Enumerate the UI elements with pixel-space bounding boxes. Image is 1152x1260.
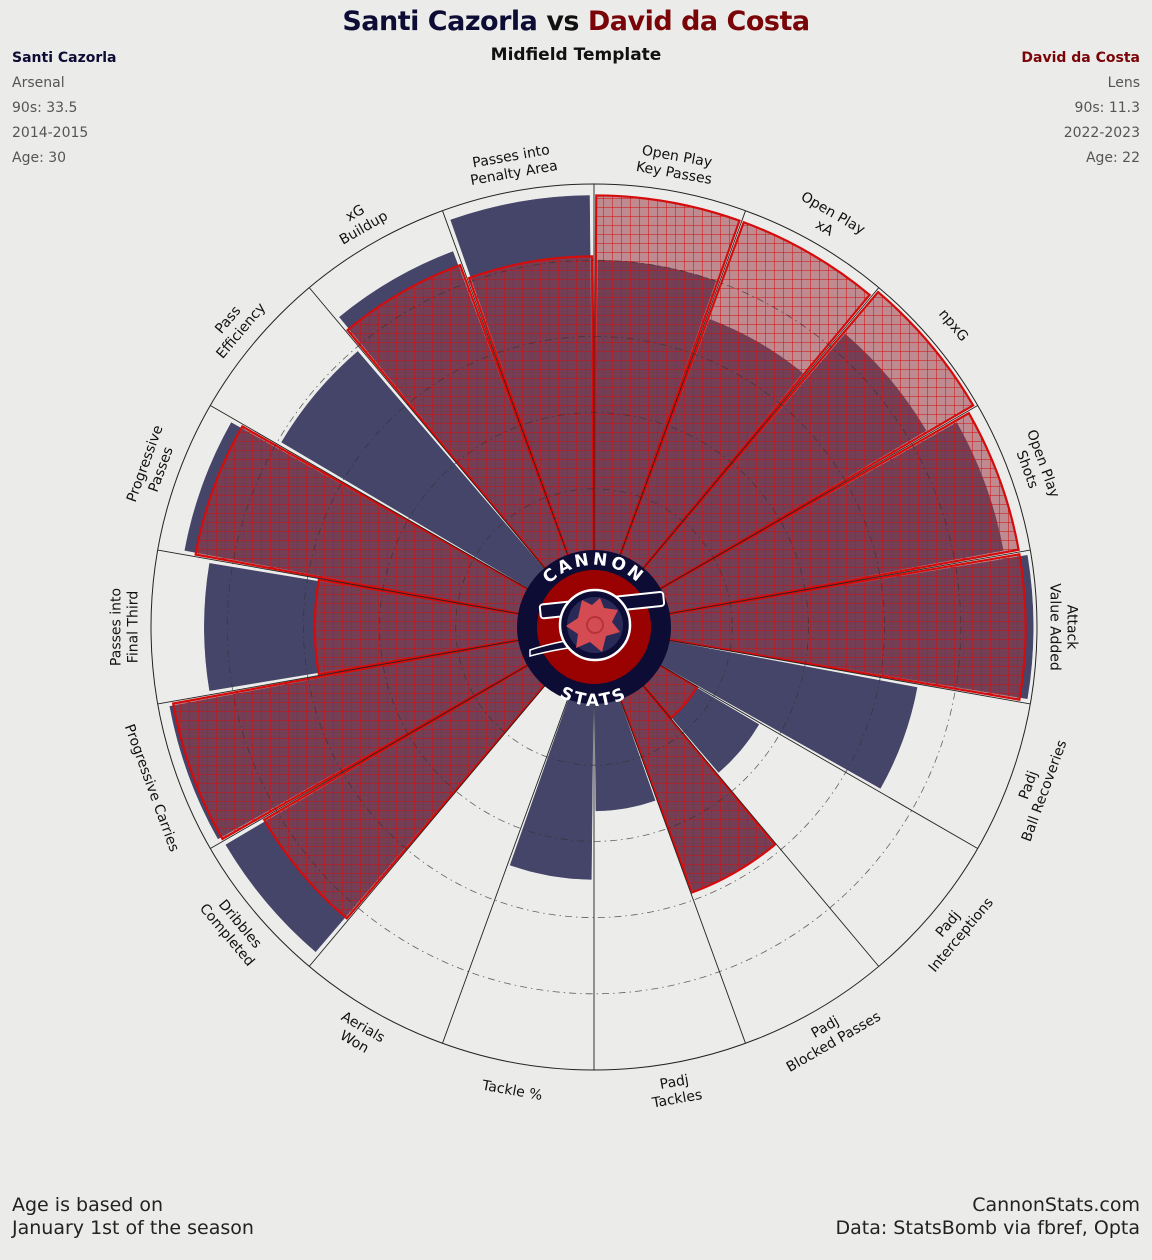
category-label-line: Value Added: [1047, 583, 1063, 671]
title-vs: vs: [546, 6, 579, 37]
spoke-line: [210, 405, 541, 597]
category-label-line: npxG: [935, 306, 971, 345]
spoke-line: [633, 674, 880, 967]
player1-name: Santi Cazorla: [12, 50, 117, 66]
spoke-line: [654, 637, 1031, 705]
footer-note-line1: Age is based on: [12, 1194, 164, 1216]
category-label: npxG: [935, 306, 971, 345]
footer-site: CannonStats.com: [972, 1194, 1140, 1216]
spoke-line: [654, 549, 1031, 617]
spoke-line: [633, 287, 880, 580]
player2-name: David da Costa: [1021, 50, 1140, 66]
footer-note: Age is based on January 1st of the seaso…: [12, 1194, 254, 1240]
category-label-line: Tackle %: [480, 1078, 544, 1105]
category-label-line: Attack: [1064, 605, 1080, 651]
category-label: AttackValue Added: [1047, 583, 1080, 671]
title-player2: David da Costa: [587, 6, 810, 37]
category-label-line: Final Third: [126, 591, 142, 663]
footer-source: Data: StatsBomb via fbref, Opta: [835, 1217, 1141, 1239]
category-label-line: Tackles: [650, 1087, 703, 1112]
category-label: Tackle %: [480, 1078, 544, 1105]
category-label: PadjTackles: [647, 1070, 703, 1111]
spoke-line: [647, 657, 978, 849]
footer-credits: CannonStats.com Data: StatsBomb via fbre…: [836, 1194, 1141, 1240]
spoke-line: [442, 210, 574, 569]
spoke-line: [308, 674, 555, 967]
footer-note-line2: January 1st of the season: [12, 1217, 254, 1239]
player2-info: David da Costa Lens 90s: 11.3 2022-2023 …: [1021, 46, 1140, 171]
wheel-hub-icon: [586, 616, 604, 634]
category-label-line: Padj: [659, 1072, 691, 1093]
player1-nineties: 90s: 33.5: [12, 100, 78, 116]
player1-season: 2014-2015: [12, 125, 89, 141]
spoke-line: [210, 657, 541, 849]
category-label: Open PlayKey Passes: [635, 142, 716, 188]
player1-club: Arsenal: [12, 75, 65, 91]
category-label-line: Passes into: [109, 588, 125, 666]
category-label: AerialsWon: [330, 1009, 388, 1061]
cannon-stats-logo: CANNON STATS: [517, 550, 671, 711]
radar-gridlines: [150, 183, 1038, 1071]
slice-background: [309, 674, 573, 1044]
player2-bars: [171, 194, 1027, 920]
star-emblem-icon: [566, 598, 620, 652]
spoke-line: [157, 549, 534, 617]
category-label: Passes intoFinal Third: [109, 588, 142, 666]
spoke-line: [647, 405, 978, 597]
title-player1: Santi Cazorla: [342, 6, 538, 37]
category-label: Passes intoPenalty Area: [466, 141, 559, 189]
player2-season: 2022-2023: [1063, 125, 1140, 141]
player2-age: Age: 22: [1085, 150, 1140, 166]
player1-age: Age: 30: [12, 150, 67, 166]
player2-nineties: 90s: 11.3: [1074, 100, 1140, 116]
spoke-line: [442, 685, 574, 1044]
spoke-line: [614, 210, 746, 569]
chart-title: Santi Cazorla vs David da Costa: [0, 6, 1152, 37]
category-label-line: xA: [813, 217, 837, 240]
chart-subtitle: Midfield Template: [490, 45, 662, 65]
player1-info: Santi Cazorla Arsenal 90s: 33.5 2014-201…: [12, 46, 117, 171]
value-ring: [302, 335, 886, 919]
spoke-line: [157, 637, 534, 705]
player2-club: Lens: [1107, 75, 1140, 91]
spoke-line: [614, 685, 746, 1044]
spoke-line: [308, 287, 555, 580]
